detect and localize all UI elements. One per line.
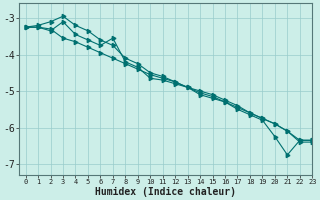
X-axis label: Humidex (Indice chaleur): Humidex (Indice chaleur) — [95, 186, 236, 197]
